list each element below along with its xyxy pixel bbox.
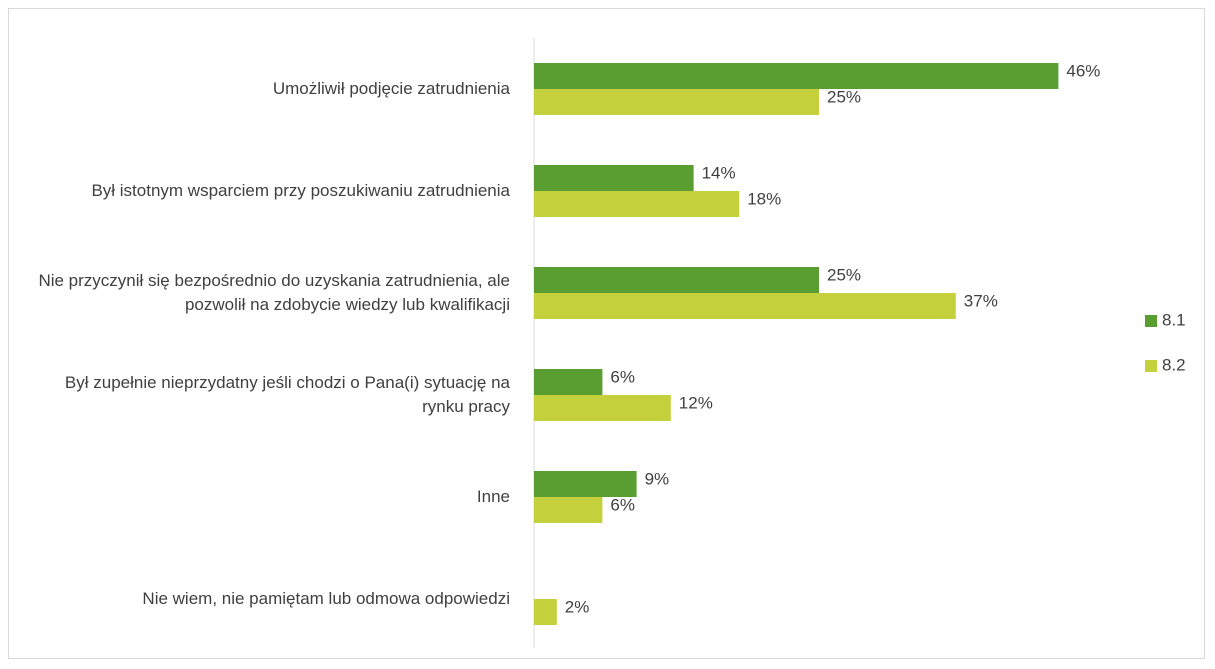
category-label: Umożliwił podjęcie zatrudnienia <box>272 79 510 98</box>
value-label: 6% <box>610 495 635 514</box>
value-label: 25% <box>827 265 861 284</box>
bar <box>534 165 694 191</box>
bar <box>534 63 1059 89</box>
bar <box>534 395 671 421</box>
bar <box>534 293 956 319</box>
value-label: 9% <box>645 469 670 488</box>
bar <box>534 497 603 523</box>
bar <box>534 191 740 217</box>
value-label: 46% <box>1066 61 1100 80</box>
legend-label: 8.2 <box>1162 355 1186 374</box>
value-label: 37% <box>964 291 998 310</box>
bar <box>534 89 819 115</box>
category-label: Nie wiem, nie pamiętam lub odmowa odpowi… <box>142 589 510 608</box>
legend-label: 8.1 <box>1162 310 1186 329</box>
legend-swatch <box>1145 360 1157 372</box>
value-label: 12% <box>679 393 713 412</box>
bar <box>534 471 637 497</box>
value-label: 14% <box>702 163 736 182</box>
legend-swatch <box>1145 315 1157 327</box>
value-label: 2% <box>565 597 590 616</box>
category-label: Był zupełnie nieprzydatny jeśli chodzi o… <box>64 373 510 416</box>
bar <box>534 369 603 395</box>
value-label: 18% <box>747 189 781 208</box>
category-label: Był istotnym wsparciem przy poszukiwaniu… <box>91 181 510 200</box>
chart-frame <box>8 8 1205 659</box>
value-label: 25% <box>827 87 861 106</box>
category-label: Nie przyczynił się bezpośrednio do uzysk… <box>38 271 510 314</box>
bar <box>534 267 819 293</box>
value-label: 6% <box>610 367 635 386</box>
bar <box>534 599 557 625</box>
category-label: Inne <box>476 487 510 506</box>
